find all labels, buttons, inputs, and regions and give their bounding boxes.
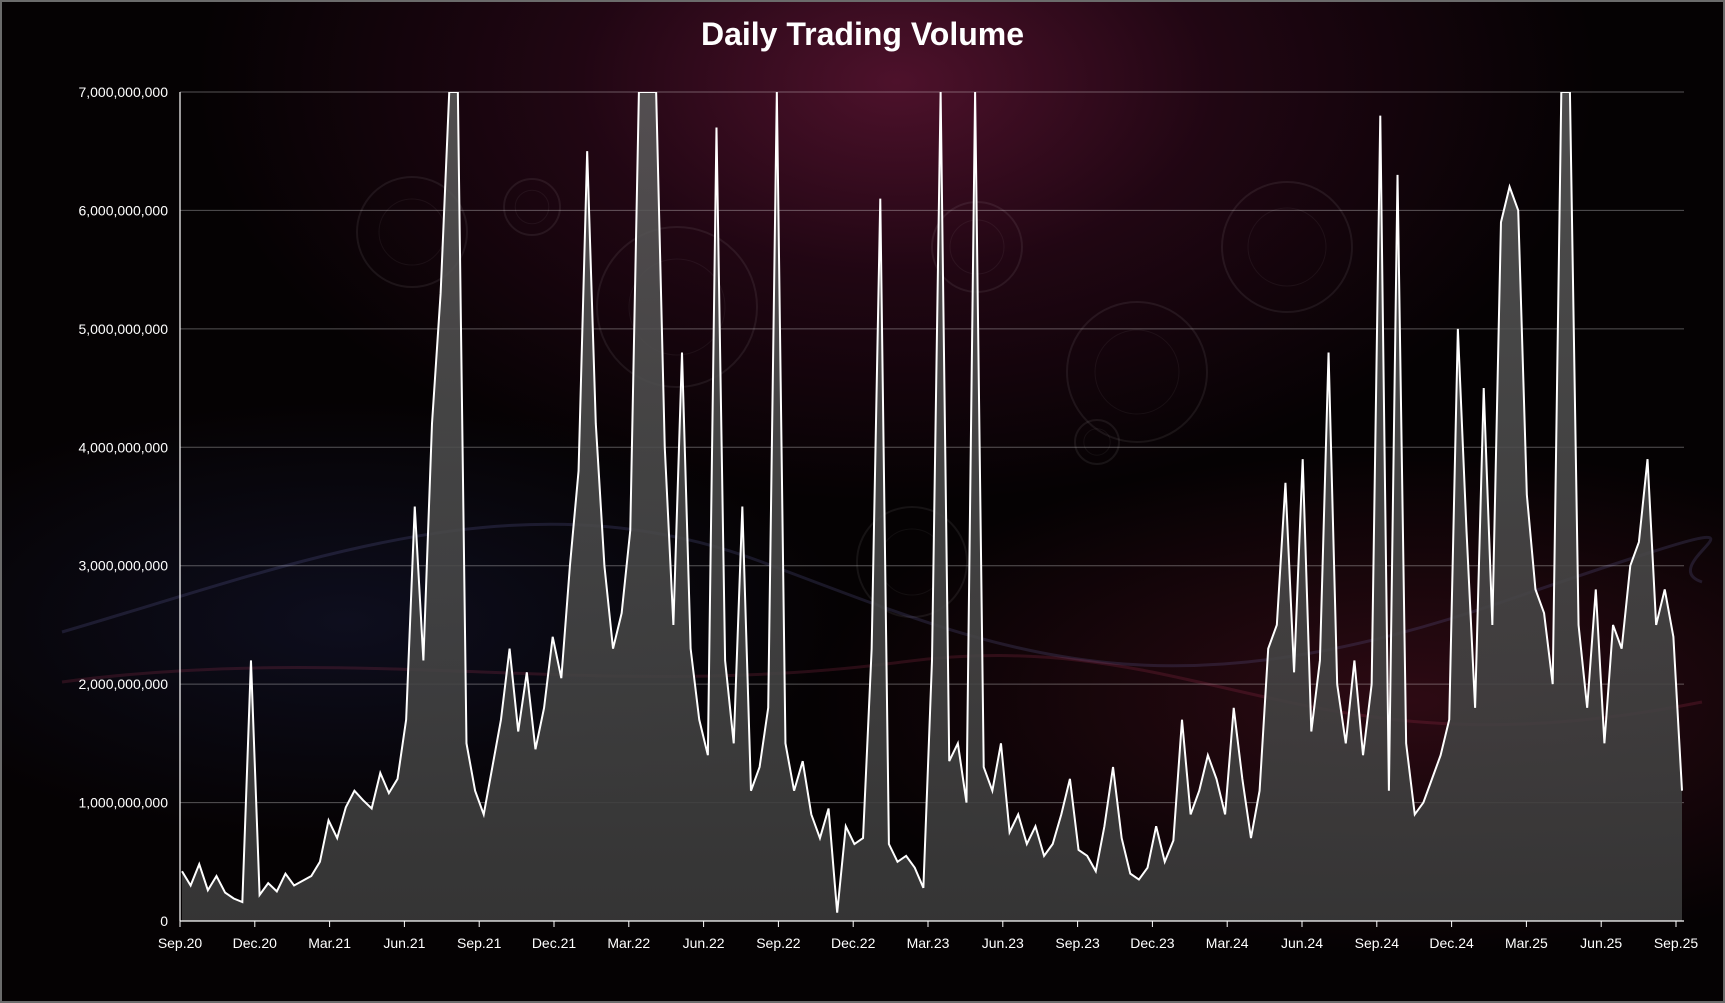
x-tick-label: Sep.21 [457,935,502,951]
y-tick-label: 7,000,000,000 [78,84,168,100]
x-tick-label: Dec.23 [1130,935,1175,951]
x-tick-label: Dec.21 [532,935,577,951]
y-tick-label: 3,000,000,000 [78,558,168,574]
x-tick-label: Mar.22 [607,935,650,951]
x-tick-label: Sep.20 [158,935,203,951]
chart-title: Daily Trading Volume [700,16,1025,52]
x-tick-label: Jun.21 [383,935,425,951]
plot-area [181,92,1683,921]
x-tick-label: Sep.25 [1654,935,1699,951]
x-tick-label: Sep.22 [756,935,801,951]
x-tick-label: Dec.20 [233,935,278,951]
x-tick-label: Mar.25 [1505,935,1548,951]
y-tick-label: 2,000,000,000 [78,676,168,692]
y-tick-label: 4,000,000,000 [78,439,168,455]
y-tick-label: 1,000,000,000 [78,795,168,811]
x-tick-label: Jun.25 [1580,935,1622,951]
volume-series-line [181,92,1683,913]
y-tick-label: 0 [160,913,168,929]
x-tick-label: Mar.21 [308,935,351,951]
x-tick-label: Jun.24 [1281,935,1323,951]
x-tick-label: Mar.24 [1206,935,1249,951]
x-tick-label: Sep.23 [1055,935,1100,951]
x-tick-label: Sep.24 [1355,935,1400,951]
x-tick-label: Jun.22 [683,935,725,951]
x-tick-label: Dec.22 [831,935,876,951]
axes: 0 1,000,000,000 2,000,000,000 3,000,000,000… [78,84,1698,951]
x-tick-label: Jun.23 [982,935,1024,951]
volume-area [182,92,1682,921]
y-tick-label: 6,000,000,000 [78,202,168,218]
x-tick-label: Dec.24 [1429,935,1474,951]
x-tick-label: Mar.23 [907,935,950,951]
y-tick-label: 5,000,000,000 [78,321,168,337]
